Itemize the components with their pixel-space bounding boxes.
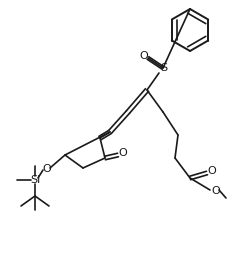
Text: O: O xyxy=(212,186,220,196)
Text: S: S xyxy=(160,63,168,73)
Text: O: O xyxy=(119,148,127,158)
Text: Si: Si xyxy=(30,175,40,185)
Text: O: O xyxy=(140,51,148,61)
Text: O: O xyxy=(208,166,216,176)
Text: O: O xyxy=(43,164,51,174)
